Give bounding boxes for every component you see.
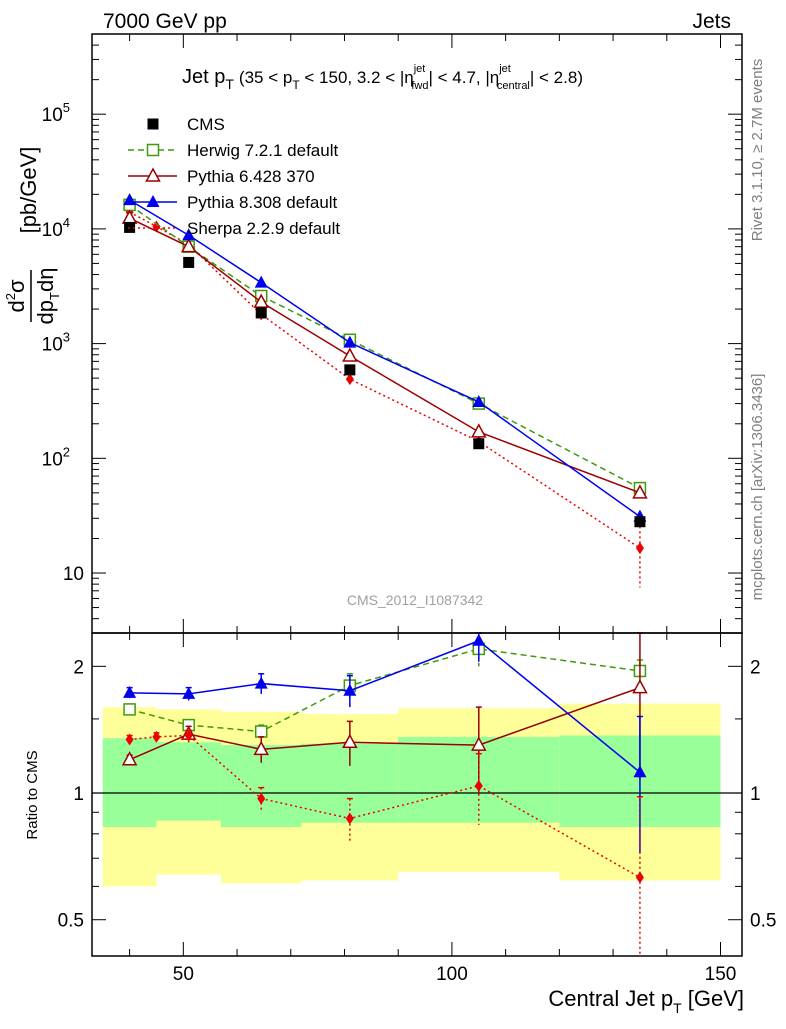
ratio-series-pythia-8-308-default xyxy=(123,632,647,854)
ratio-y-tick-label-left-2: 2 xyxy=(73,657,84,678)
legend-label-sherpa-2-2-9-default: Sherpa 2.2.9 default xyxy=(187,219,340,238)
ratio-line-herwig-7-2-1-default xyxy=(129,648,641,733)
ratio-point-sherpa-2-2-9-default-4 xyxy=(345,812,354,825)
y-tick-label-2: 103 xyxy=(42,330,70,356)
legend-entry-pythia-6-428-370: Pythia 6.428 370 xyxy=(128,167,315,186)
legend-entry-cms: CMS xyxy=(147,115,225,134)
y-label-unit: [pb/GeV] xyxy=(16,147,41,234)
legend-marker-pythia-8-308-default xyxy=(146,195,160,207)
point-pythia-8-308-default-3 xyxy=(343,335,357,348)
ratio-point-sherpa-2-2-9-default-1 xyxy=(152,730,161,743)
series-line-pythia-6-428-370 xyxy=(129,217,641,494)
point-cms-4 xyxy=(473,438,485,450)
ratio-plot-frame xyxy=(91,632,743,957)
legend-marker-cms xyxy=(147,118,159,130)
ratio-point-pythia-8-308-default-3 xyxy=(343,683,357,696)
rivet-version-label: Rivet 3.1.10, ≥ 2.7M events xyxy=(749,59,766,242)
x-axis-label: Central Jet pT [GeV] xyxy=(548,986,744,1016)
ratio-y-tick-label-left-0: 0.5 xyxy=(58,911,84,932)
ratio-point-pythia-6-428-370-2 xyxy=(253,740,269,756)
ratio-axis-ticks: 50 100 150 0.5 0.5 1 1 2 2 xyxy=(58,633,776,985)
mcplots-label: mcplots.cern.ch [arXiv:1306.3436] xyxy=(749,374,766,601)
ratio-point-pythia-8-308-default-5 xyxy=(633,765,647,778)
ratio-series-group xyxy=(121,632,648,956)
legend-entry-sherpa-2-2-9-default: Sherpa 2.2.9 default xyxy=(128,219,340,238)
ratio-y-axis-label: Ratio to CMS xyxy=(24,750,41,839)
series-line-pythia-8-308-default xyxy=(129,199,641,518)
y-tick-label-0: 10 xyxy=(63,564,84,585)
legend-label-pythia-8-308-default: Pythia 8.308 default xyxy=(187,193,338,212)
point-sherpa-2-2-9-default-6 xyxy=(635,542,644,555)
ratio-y-tick-label-right-1: 1 xyxy=(750,784,761,805)
point-cms-2 xyxy=(255,307,267,319)
ratio-line-pythia-8-308-default xyxy=(129,639,641,773)
point-pythia-6-428-370-4 xyxy=(471,423,487,438)
ratio-y-tick-label-left-1: 1 xyxy=(73,784,84,805)
ratio-point-sherpa-2-2-9-default-5 xyxy=(474,779,483,792)
ratio-point-pythia-6-428-370-0 xyxy=(121,751,138,766)
legend: CMS Herwig 7.2.1 default Pythia 6.428 370 P… xyxy=(128,115,340,238)
point-cms-5 xyxy=(634,516,646,528)
point-pythia-8-308-default-2 xyxy=(254,275,268,288)
ratio-point-pythia-6-428-370-4 xyxy=(471,736,487,751)
point-pythia-8-308-default-4 xyxy=(472,394,486,407)
main-axis-ticks: 10 102 103 104 105 xyxy=(42,33,742,634)
point-pythia-6-428-370-2 xyxy=(253,293,269,308)
point-sherpa-2-2-9-default-4 xyxy=(345,373,354,386)
ratio-point-sherpa-2-2-9-default-2 xyxy=(184,729,193,742)
ratio-point-pythia-8-308-default-0 xyxy=(123,685,137,698)
ratio-point-pythia-8-308-default-4 xyxy=(472,633,486,646)
y-label-numerator: d2σ xyxy=(3,279,29,312)
legend-marker-herwig-7-2-1-default xyxy=(146,143,160,157)
point-cms-1 xyxy=(183,256,195,268)
y-tick-label-1: 102 xyxy=(42,444,70,470)
series-pythia-6-428-370 xyxy=(121,209,648,499)
ratio-point-herwig-7-2-1-default-2 xyxy=(254,725,268,738)
legend-entry-herwig-7-2-1-default: Herwig 7.2.1 default xyxy=(128,141,338,160)
ratio-point-pythia-8-308-default-1 xyxy=(182,686,196,699)
x-tick-label-2: 150 xyxy=(705,964,737,985)
legend-entry-pythia-8-308-default: Pythia 8.308 default xyxy=(128,193,338,212)
ratio-point-sherpa-2-2-9-default-0 xyxy=(125,733,134,746)
header-left: 7000 GeV pp xyxy=(103,10,227,33)
legend-label-pythia-6-428-370: Pythia 6.428 370 xyxy=(187,167,315,186)
ratio-line-pythia-6-428-370 xyxy=(129,686,641,761)
plot-title: Jet pT (35 < pT < 150, 3.2 < |ηjet fwd| < … xyxy=(182,63,583,92)
ratio-point-pythia-6-428-370-5 xyxy=(632,679,648,694)
point-pythia-6-428-370-5 xyxy=(632,484,648,499)
x-tick-label-0: 50 xyxy=(173,964,194,985)
ratio-point-sherpa-2-2-9-default-3 xyxy=(257,792,266,805)
analysis-watermark: CMS_2012_I1087342 xyxy=(347,592,483,608)
x-tick-label-1: 100 xyxy=(436,964,468,985)
y-label-denominator: dpTdη xyxy=(33,268,62,325)
legend-label-herwig-7-2-1-default: Herwig 7.2.1 default xyxy=(187,141,338,160)
legend-label-cms: CMS xyxy=(187,115,225,134)
legend-marker-pythia-6-428-370 xyxy=(145,167,161,182)
ratio-point-herwig-7-2-1-default-0 xyxy=(123,703,136,716)
point-pythia-6-428-370-1 xyxy=(180,238,197,253)
ratio-point-sherpa-2-2-9-default-6 xyxy=(635,871,644,884)
ratio-point-pythia-8-308-default-2 xyxy=(254,676,268,689)
header-right: Jets xyxy=(692,10,731,33)
ratio-y-tick-label-right-0: 0.5 xyxy=(750,911,776,932)
series-line-herwig-7-2-1-default xyxy=(129,204,641,489)
series-pythia-8-308-default xyxy=(123,193,647,522)
point-cms-3 xyxy=(344,364,356,376)
main-y-axis-label: d2σ dpTdη [pb/GeV] xyxy=(3,147,62,325)
y-tick-label-3: 104 xyxy=(42,215,70,241)
point-pythia-6-428-370-3 xyxy=(342,347,358,362)
point-pythia-8-308-default-1 xyxy=(182,228,196,241)
y-tick-label-4: 105 xyxy=(42,100,70,126)
ratio-y-tick-label-right-2: 2 xyxy=(750,657,761,678)
ratio-series-sherpa-2-2-9-default xyxy=(125,729,644,956)
ratio-point-pythia-6-428-370-3 xyxy=(342,733,358,749)
stat-uncertainty-band-1 xyxy=(156,742,221,821)
